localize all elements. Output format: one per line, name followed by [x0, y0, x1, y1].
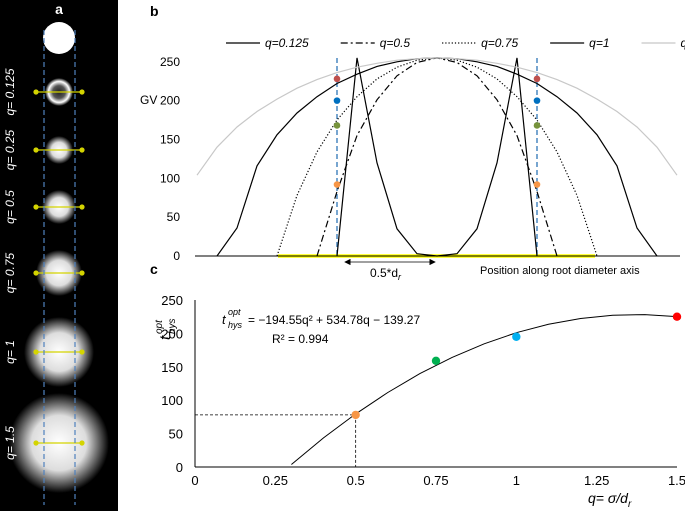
point	[351, 410, 360, 420]
legend-label: q=0.75	[481, 36, 518, 50]
image-label: q= 0.25	[3, 129, 17, 170]
gv-dot	[533, 97, 541, 104]
gv-dot	[333, 122, 341, 129]
panel-a-labels: q= 0.125 q= 0.25 q= 0.5 q= 0.75 q= 1 q= 1.5	[3, 68, 17, 460]
x-tick-label: 1	[513, 473, 520, 488]
legend-label: q=0.125	[265, 36, 309, 50]
gv-dot	[533, 181, 541, 188]
gv-dot	[533, 75, 541, 83]
x-tick-label: 0	[191, 473, 198, 488]
image-label: q= 1.5	[3, 426, 17, 460]
image-label: q= 1	[3, 340, 17, 364]
panel-a: a q= 0.125 q= 0.25 q= 0.5 q= 0.75 q= 1 q= 1.5	[0, 0, 118, 511]
point	[431, 356, 441, 365]
legend-label: q=1	[589, 36, 609, 50]
y-tick-label: 200	[160, 94, 180, 108]
x-tick-label: 0.75	[423, 473, 448, 488]
y-tick-label: 0	[176, 460, 183, 475]
y-tick-label: 250	[160, 55, 180, 69]
r-squared: R² = 0.994	[272, 332, 329, 346]
panel-b: b GV 0.5*dr Position along root diameter…	[140, 3, 685, 282]
panel-letter: c	[150, 261, 158, 277]
equation-symbol: t	[222, 312, 227, 327]
gv-dot	[333, 181, 341, 188]
profile-line	[336, 57, 538, 257]
y-label-symbol: t	[157, 335, 174, 340]
image-label: q= 0.75	[3, 252, 17, 293]
y-tick-label: 0	[173, 249, 180, 263]
x-tick-label: 1.25	[584, 473, 609, 488]
y-axis-label: t opt hys	[154, 318, 178, 340]
y-tick-label: 100	[160, 171, 180, 185]
y-tick-label: 250	[161, 293, 183, 308]
y-tick-label: 100	[161, 393, 183, 408]
x-tick-label: 0.5	[347, 473, 365, 488]
profile-line	[196, 57, 678, 176]
y-label-sup: opt	[154, 319, 165, 334]
y-tick-label: 200	[161, 326, 183, 341]
legend-label: q=0.5	[380, 36, 411, 50]
x-tick-label: 0.25	[263, 473, 288, 488]
x-label-sub: r	[628, 499, 632, 510]
y-axis-label: GV	[140, 93, 157, 107]
point	[512, 332, 521, 341]
legend-label: q=1.5	[681, 36, 685, 50]
point	[672, 312, 682, 321]
profile-line	[316, 57, 558, 257]
y-tick-label: 50	[169, 427, 183, 442]
annotation-text: 0.5*d	[370, 266, 398, 280]
root-image	[43, 22, 75, 54]
y-tick-label: 150	[160, 132, 180, 146]
image-label: q= 0.125	[3, 68, 17, 115]
panel-letter: b	[150, 3, 159, 19]
gv-dot	[533, 122, 541, 129]
panel-letter: a	[55, 1, 63, 17]
x-tick-label: 1.5	[668, 473, 685, 488]
gv-dot	[333, 75, 341, 83]
annotation-sub: r	[398, 272, 402, 282]
equation-sup: opt	[228, 307, 241, 317]
y-label-sub: hys	[167, 318, 178, 334]
profile-line	[276, 57, 598, 257]
x-label-text: q= σ/d	[588, 490, 629, 506]
annotation: 0.5*dr	[370, 266, 402, 282]
x-axis-label: q= σ/dr	[588, 490, 632, 510]
equation-rhs: = −194.55q² + 534.78q − 139.27	[248, 313, 420, 327]
profile-line	[216, 57, 658, 257]
image-label: q= 0.5	[3, 190, 17, 224]
fit-curve	[291, 314, 678, 465]
y-tick-label: 50	[167, 210, 181, 224]
x-axis-label: Position along root diameter axis	[480, 265, 640, 277]
equation-sub: hys	[228, 320, 243, 330]
panel-c: c t opt hys t opt hys = −194.55q² + 534.…	[150, 261, 685, 510]
gv-dot	[333, 97, 341, 104]
dr-guides	[43, 30, 76, 505]
y-tick-label: 150	[161, 360, 183, 375]
